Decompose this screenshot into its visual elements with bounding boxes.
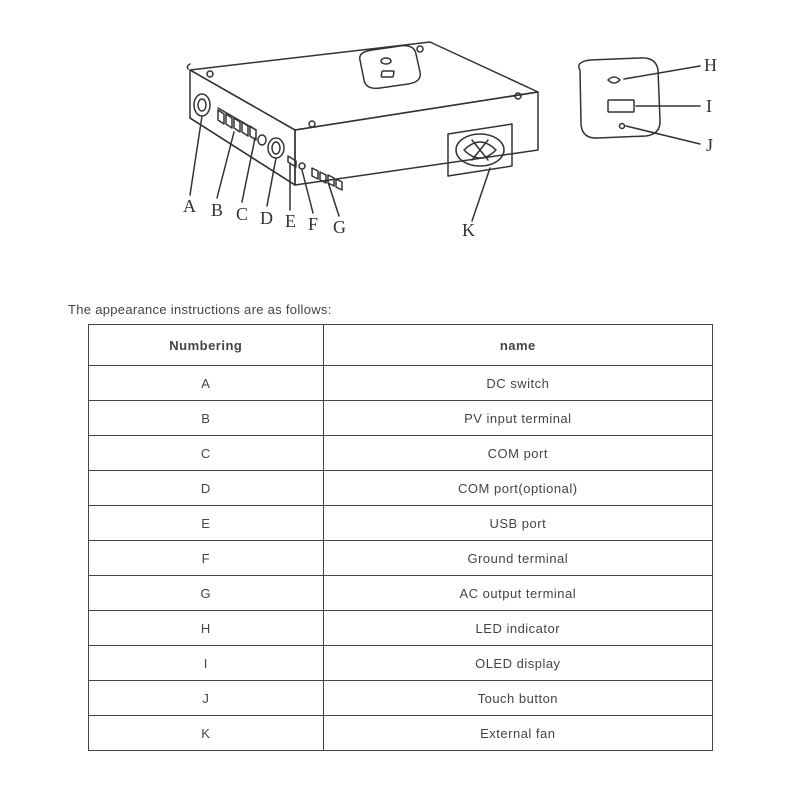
- cell-name: Ground terminal: [323, 541, 712, 576]
- cell-num: C: [89, 436, 324, 471]
- table-header-row: Numbering name: [89, 325, 713, 366]
- cell-num: H: [89, 611, 324, 646]
- callout-label-a: A: [183, 196, 196, 217]
- callout-label-b: B: [211, 200, 223, 221]
- inverter-line-drawing: [0, 0, 800, 280]
- col-header-name: name: [323, 325, 712, 366]
- cell-num: F: [89, 541, 324, 576]
- cell-num: A: [89, 366, 324, 401]
- callout-label-c: C: [236, 204, 248, 225]
- table-row: ADC switch: [89, 366, 713, 401]
- cell-num: I: [89, 646, 324, 681]
- callout-label-i: I: [706, 96, 712, 117]
- callout-label-g: G: [333, 217, 346, 238]
- table-row: HLED indicator: [89, 611, 713, 646]
- col-header-numbering: Numbering: [89, 325, 324, 366]
- cell-name: AC output terminal: [323, 576, 712, 611]
- callout-label-k: K: [462, 220, 475, 241]
- cell-num: E: [89, 506, 324, 541]
- table-row: DCOM port(optional): [89, 471, 713, 506]
- cell-name: DC switch: [323, 366, 712, 401]
- cell-name: LED indicator: [323, 611, 712, 646]
- table-row: IOLED display: [89, 646, 713, 681]
- table-row: KExternal fan: [89, 716, 713, 751]
- parts-table: Numbering name ADC switch BPV input term…: [88, 324, 713, 751]
- table-row: BPV input terminal: [89, 401, 713, 436]
- cell-num: B: [89, 401, 324, 436]
- cell-num: K: [89, 716, 324, 751]
- cell-name: COM port: [323, 436, 712, 471]
- table-row: GAC output terminal: [89, 576, 713, 611]
- intro-text: The appearance instructions are as follo…: [68, 302, 332, 317]
- cell-num: G: [89, 576, 324, 611]
- table-row: CCOM port: [89, 436, 713, 471]
- table-row: EUSB port: [89, 506, 713, 541]
- callout-label-f: F: [308, 214, 318, 235]
- device-diagram: A B C D E F G K H I J: [0, 0, 800, 270]
- callout-label-j: J: [706, 135, 713, 156]
- callout-label-h: H: [704, 55, 717, 76]
- cell-name: External fan: [323, 716, 712, 751]
- cell-name: COM port(optional): [323, 471, 712, 506]
- callout-label-d: D: [260, 208, 273, 229]
- cell-name: Touch button: [323, 681, 712, 716]
- cell-name: USB port: [323, 506, 712, 541]
- cell-name: PV input terminal: [323, 401, 712, 436]
- table-row: JTouch button: [89, 681, 713, 716]
- cell-num: J: [89, 681, 324, 716]
- table-row: FGround terminal: [89, 541, 713, 576]
- callout-label-e: E: [285, 211, 296, 232]
- cell-num: D: [89, 471, 324, 506]
- cell-name: OLED display: [323, 646, 712, 681]
